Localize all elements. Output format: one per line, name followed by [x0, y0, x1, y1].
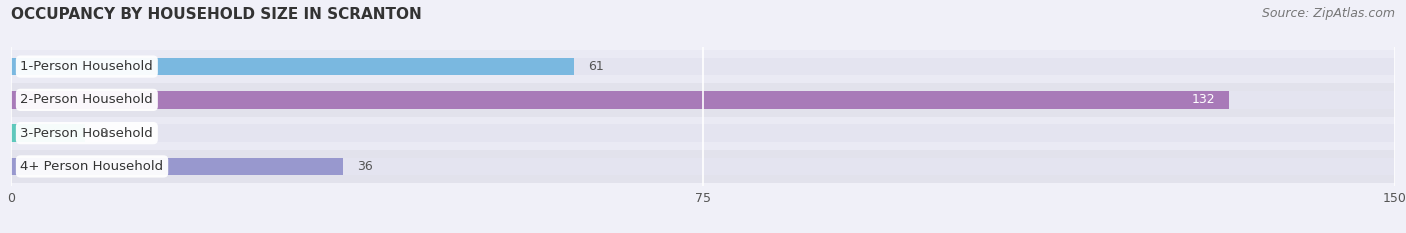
Bar [11, 116, 1395, 150]
Text: 8: 8 [98, 127, 107, 140]
Text: Source: ZipAtlas.com: Source: ZipAtlas.com [1261, 7, 1395, 20]
Text: 61: 61 [588, 60, 603, 73]
Text: 1-Person Household: 1-Person Household [21, 60, 153, 73]
Bar [11, 58, 1395, 75]
Bar [11, 158, 1395, 175]
Text: OCCUPANCY BY HOUSEHOLD SIZE IN SCRANTON: OCCUPANCY BY HOUSEHOLD SIZE IN SCRANTON [11, 7, 422, 22]
Bar [11, 158, 343, 175]
Bar [11, 58, 574, 75]
Text: 4+ Person Household: 4+ Person Household [21, 160, 163, 173]
Bar [11, 124, 84, 142]
Text: 132: 132 [1191, 93, 1215, 106]
Bar [11, 50, 1395, 83]
Bar [11, 150, 1395, 183]
Text: 3-Person Household: 3-Person Household [21, 127, 153, 140]
Bar [11, 91, 1229, 109]
Bar [11, 124, 1395, 142]
Bar [11, 91, 1395, 109]
Bar [11, 83, 1395, 116]
Text: 36: 36 [357, 160, 373, 173]
Text: 2-Person Household: 2-Person Household [21, 93, 153, 106]
